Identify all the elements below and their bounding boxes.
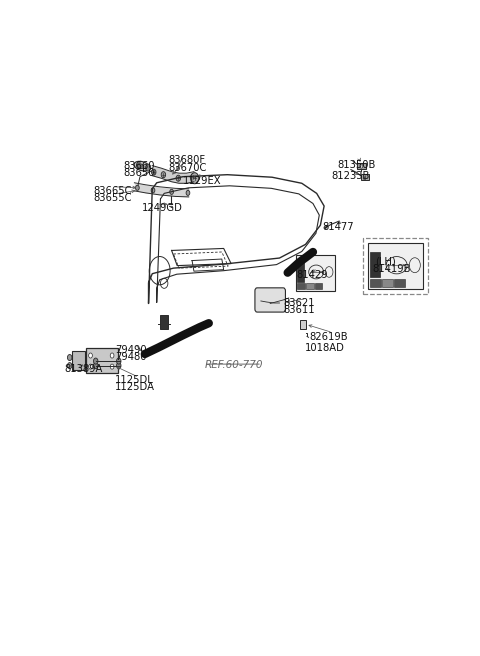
FancyBboxPatch shape bbox=[395, 279, 406, 287]
Ellipse shape bbox=[134, 161, 150, 171]
Text: 81350B: 81350B bbox=[337, 159, 376, 169]
FancyBboxPatch shape bbox=[368, 243, 423, 289]
Text: 83665C: 83665C bbox=[94, 186, 132, 195]
Text: 83660: 83660 bbox=[123, 161, 155, 171]
FancyBboxPatch shape bbox=[255, 288, 286, 312]
Circle shape bbox=[117, 363, 121, 369]
Text: 1125DL: 1125DL bbox=[115, 375, 154, 385]
Circle shape bbox=[89, 353, 92, 358]
Circle shape bbox=[94, 363, 98, 369]
Text: 81233B: 81233B bbox=[332, 171, 370, 181]
Text: 83611: 83611 bbox=[283, 305, 315, 315]
Circle shape bbox=[186, 190, 190, 195]
Circle shape bbox=[67, 363, 72, 369]
FancyBboxPatch shape bbox=[298, 283, 305, 289]
Circle shape bbox=[89, 364, 92, 369]
FancyBboxPatch shape bbox=[370, 279, 381, 287]
Ellipse shape bbox=[137, 164, 144, 169]
FancyBboxPatch shape bbox=[300, 320, 305, 329]
Text: 83650: 83650 bbox=[123, 168, 155, 178]
FancyBboxPatch shape bbox=[160, 315, 168, 329]
Circle shape bbox=[110, 364, 114, 369]
Circle shape bbox=[191, 174, 195, 180]
FancyBboxPatch shape bbox=[296, 255, 335, 291]
Circle shape bbox=[145, 164, 151, 171]
FancyBboxPatch shape bbox=[86, 348, 118, 373]
Circle shape bbox=[67, 354, 72, 361]
Circle shape bbox=[151, 188, 155, 193]
Circle shape bbox=[152, 169, 156, 175]
FancyBboxPatch shape bbox=[298, 262, 304, 282]
Text: 81429: 81429 bbox=[297, 270, 328, 279]
Circle shape bbox=[363, 174, 366, 177]
Text: 81477: 81477 bbox=[323, 222, 354, 232]
Circle shape bbox=[176, 175, 180, 181]
Text: 83621: 83621 bbox=[283, 298, 315, 308]
Text: 83655C: 83655C bbox=[94, 193, 132, 203]
Circle shape bbox=[363, 176, 366, 180]
Circle shape bbox=[135, 185, 139, 190]
FancyBboxPatch shape bbox=[314, 283, 323, 289]
Text: 81389A: 81389A bbox=[64, 364, 103, 374]
Text: 1125DA: 1125DA bbox=[115, 382, 155, 392]
Text: 83670C: 83670C bbox=[168, 163, 206, 173]
Text: 79490: 79490 bbox=[115, 345, 147, 355]
FancyBboxPatch shape bbox=[383, 279, 393, 287]
Text: 1018AD: 1018AD bbox=[305, 343, 345, 354]
Circle shape bbox=[161, 172, 166, 178]
Text: 79480: 79480 bbox=[115, 352, 146, 362]
FancyBboxPatch shape bbox=[360, 174, 369, 180]
Circle shape bbox=[94, 358, 98, 364]
Text: 1249GD: 1249GD bbox=[142, 203, 183, 213]
Circle shape bbox=[117, 358, 121, 364]
FancyBboxPatch shape bbox=[72, 352, 85, 370]
Circle shape bbox=[360, 164, 363, 168]
Circle shape bbox=[110, 353, 114, 358]
Text: 83680F: 83680F bbox=[168, 155, 205, 165]
Text: 1129EX: 1129EX bbox=[183, 176, 221, 186]
FancyBboxPatch shape bbox=[306, 283, 314, 289]
Text: REF.60-770: REF.60-770 bbox=[204, 360, 263, 370]
Circle shape bbox=[191, 173, 199, 184]
Text: 82619B: 82619B bbox=[309, 332, 348, 342]
Circle shape bbox=[170, 190, 173, 194]
Text: (LH): (LH) bbox=[375, 256, 396, 266]
FancyBboxPatch shape bbox=[357, 163, 366, 169]
Text: 81419B: 81419B bbox=[372, 264, 411, 274]
FancyBboxPatch shape bbox=[370, 253, 380, 277]
